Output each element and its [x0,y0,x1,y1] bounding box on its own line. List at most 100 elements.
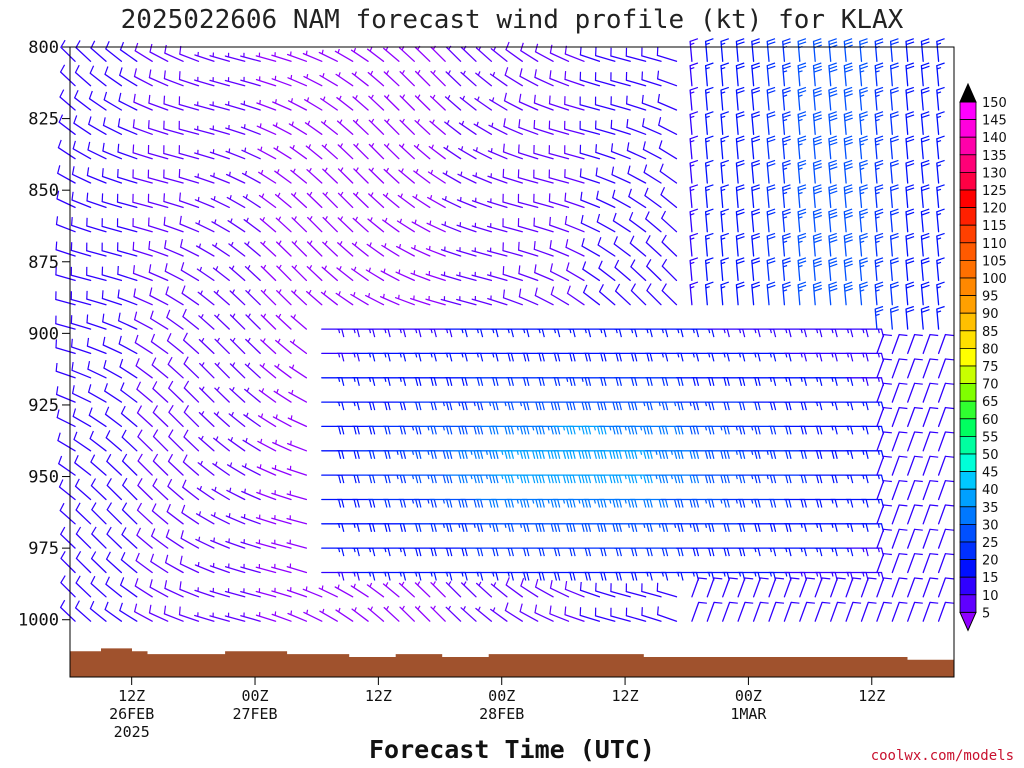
wind-barb [814,377,838,386]
wind-barb [194,196,215,209]
wind-barb [350,47,369,62]
wind-barb [660,571,684,581]
wind-barb [920,208,930,233]
wind-barb [163,169,184,184]
wind-barb [891,406,908,428]
wind-barb [720,281,729,306]
wind-barb [783,352,807,362]
wind-barb [859,281,868,306]
wind-barb [195,511,215,525]
colorbar-label: 55 [982,430,999,445]
wind-barb [147,217,169,233]
wind-barb [735,184,745,209]
wind-barb [549,216,570,233]
colorbar-swatch [959,224,977,244]
colorbar-swatch [959,400,977,420]
wind-barb [321,571,345,581]
wind-barb [382,377,407,386]
wind-barb [830,601,846,622]
wind-barb [383,143,400,160]
wind-barb [689,86,699,111]
wind-barb [937,553,954,574]
wind-barb [936,135,945,160]
wind-barb [720,208,729,233]
wind-barb [183,404,200,428]
wind-barb [812,281,822,306]
wind-barb [459,95,477,111]
wind-barb [167,356,184,379]
wind-barb [178,168,200,184]
wind-barb [74,64,92,87]
wind-barb [641,94,662,111]
wind-barb [196,266,215,282]
y-tick-label: 925 [28,396,59,416]
wind-barb [691,425,715,435]
wind-barb [689,159,699,184]
wind-barb [166,503,184,525]
wind-barb [751,281,761,306]
wind-barb [937,406,954,428]
wind-barb [797,232,807,257]
wind-barb [260,288,277,306]
wind-barb [737,571,761,581]
wind-barb [180,530,200,549]
colorbar-label: 10 [982,589,999,604]
wind-barb [117,168,138,184]
wind-barb [335,291,354,306]
wind-barb [440,296,462,306]
wind-barb [291,264,308,282]
wind-barb [60,39,76,62]
wind-barb [101,168,123,184]
wind-barb [245,289,261,306]
wind-barb [119,67,138,87]
wind-barb [489,97,508,111]
wind-barb [255,52,277,62]
wind-barb [905,159,915,184]
colorbar-swatch [959,119,977,138]
wind-barb [625,583,647,598]
wind-barb [366,242,385,257]
wind-barb [352,547,376,557]
wind-barb [845,547,869,557]
wind-barb [410,270,431,282]
wind-barb [352,571,376,581]
wind-barb [382,582,400,598]
wind-barb [598,474,622,484]
wind-barb [286,51,308,62]
wind-barb [797,86,807,111]
wind-barb [148,94,169,111]
wind-barb [383,70,400,87]
wind-barb [304,97,323,111]
x-tick-label: 12Z [118,687,145,705]
wind-barb [121,527,138,549]
wind-barb [351,607,369,622]
wind-barb [487,148,508,160]
wind-barb [302,50,323,62]
wind-barb [240,52,261,62]
wind-barb [506,328,530,338]
wind-barb [59,89,76,111]
wind-barb [178,96,200,111]
wind-barb [490,328,514,338]
wind-barb [658,140,678,160]
wind-barb [226,487,246,501]
wind-barb [506,571,530,581]
wind-barb [471,222,493,233]
wind-barb [90,478,107,501]
wind-barb [936,184,945,209]
wind-barb [116,242,138,257]
wind-barb [179,215,200,233]
wind-barb [137,477,153,501]
wind-barb [179,45,200,62]
wind-barb [255,564,277,574]
wind-barb [444,328,468,338]
wind-barb [225,148,246,160]
wind-barb [133,68,153,87]
wind-barb [163,145,184,160]
wind-barb [812,111,822,135]
wind-barb [148,604,169,622]
wind-barb [337,216,354,233]
wind-barb [488,122,508,135]
wind-barb [444,95,462,111]
